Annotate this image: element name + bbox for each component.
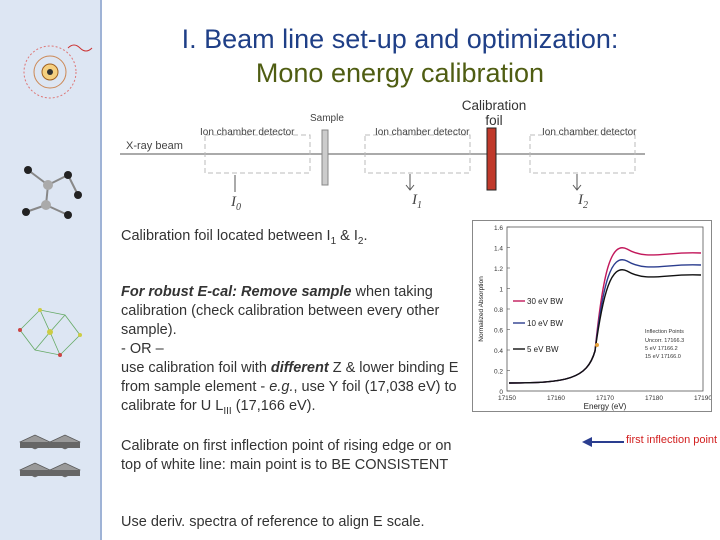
ion-chamber-1 bbox=[204, 134, 311, 174]
x-tick-label: 17170 bbox=[596, 395, 614, 402]
ion-chamber-label-1: Ion chamber detector bbox=[200, 127, 295, 138]
molecule-illustration bbox=[22, 166, 82, 219]
spectrum-curve bbox=[508, 269, 702, 384]
atom-illustration bbox=[23, 44, 93, 99]
x-tick-label: 17150 bbox=[498, 395, 516, 402]
x-tick-label: 17180 bbox=[645, 395, 663, 402]
y-tick-label: 0 bbox=[499, 389, 503, 396]
first-inflection-arrow-icon bbox=[582, 437, 624, 447]
ion-chamber-label-3: Ion chamber detector bbox=[542, 127, 637, 138]
calibration-foil bbox=[486, 127, 497, 191]
calibration-foil-label: Calibration foil bbox=[461, 98, 527, 128]
legend-label: 30 eV BW bbox=[527, 297, 563, 306]
paragraph-foil-location: Calibration foil located between I1 & I2… bbox=[121, 228, 368, 247]
y-tick-label: 1.6 bbox=[494, 225, 503, 232]
y-tick-label: 0.4 bbox=[494, 348, 503, 355]
inflection-table-row: 5 eV 17166.2 bbox=[645, 346, 678, 352]
y-axis-label: Normalized Absorption bbox=[478, 276, 485, 342]
ion-chamber-3 bbox=[529, 134, 636, 174]
inflection-table-row: Uncorr. 17166.3 bbox=[645, 338, 684, 344]
first-inflection-label: first inflection point bbox=[626, 434, 718, 446]
cluster-illustration bbox=[18, 308, 82, 357]
x-tick-label: 17190 bbox=[694, 395, 711, 402]
ion-chamber-label-2: Ion chamber detector bbox=[375, 127, 470, 138]
y-tick-label: 1 bbox=[499, 287, 503, 294]
xray-beam-label: X-ray beam bbox=[126, 140, 183, 152]
paragraph-robust-ecal: For robust E-cal: Remove sample when tak… bbox=[121, 284, 459, 417]
inflection-table-title: Inflection Points bbox=[645, 329, 684, 335]
xanes-spectra-plot: 1.6 1.4 1.2 1 0.8 0.6 0.4 0.2 0 17150 17160 17170 17… bbox=[472, 220, 712, 412]
x-axis-label: Energy (eV) bbox=[584, 402, 627, 411]
paragraph-calibrate-inflection: Calibrate on first inflection point of r… bbox=[121, 438, 452, 473]
legend-label: 10 eV BW bbox=[527, 319, 563, 328]
y-tick-label: 0.6 bbox=[494, 328, 503, 335]
inflection-table-row: 15 eV 17166.0 bbox=[645, 354, 681, 360]
inflection-marker bbox=[595, 343, 599, 347]
spectrum-curve bbox=[508, 247, 702, 384]
title-line-2: Mono energy calibration bbox=[255, 58, 545, 88]
title-line-1: I. Beam line set-up and optimization: bbox=[181, 24, 619, 54]
i2-label: I2 bbox=[578, 192, 588, 211]
paragraph-deriv-spectra: Use deriv. spectra of reference to align… bbox=[121, 514, 425, 530]
slide-title: I. Beam line set-up and optimization: Mo… bbox=[100, 22, 700, 90]
x-tick-label: 17160 bbox=[547, 395, 565, 402]
plot-frame bbox=[506, 226, 704, 392]
beamline-diagram bbox=[120, 127, 645, 192]
i0-label: I0 bbox=[231, 194, 241, 213]
ion-chamber-2 bbox=[364, 134, 471, 174]
i1-label: I1 bbox=[412, 192, 422, 211]
sidebar-decoration bbox=[0, 0, 102, 540]
y-tick-label: 0.8 bbox=[494, 307, 503, 314]
legend-label: 5 eV BW bbox=[527, 345, 559, 354]
y-tick-label: 1.2 bbox=[494, 266, 503, 273]
lattice-illustration bbox=[19, 434, 81, 478]
y-tick-label: 0.2 bbox=[494, 369, 503, 376]
sample-label: Sample bbox=[310, 113, 344, 124]
sample-plate bbox=[321, 129, 329, 186]
y-tick-label: 1.4 bbox=[494, 246, 503, 253]
